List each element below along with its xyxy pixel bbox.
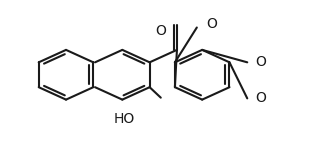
Text: O: O (255, 91, 266, 105)
Text: O: O (255, 55, 266, 69)
Text: O: O (155, 24, 166, 38)
Text: O: O (206, 17, 217, 31)
Text: HO: HO (114, 112, 135, 126)
